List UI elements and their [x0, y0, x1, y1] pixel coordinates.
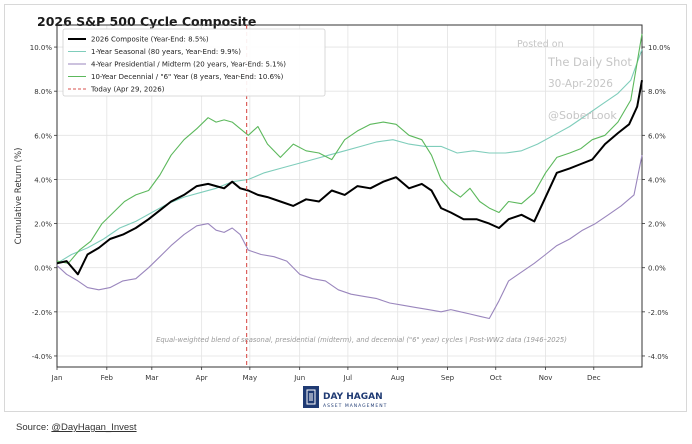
- y-tick-label: 4.0%: [34, 176, 52, 184]
- plot-area: [56, 24, 643, 368]
- x-tick-label: Apr: [196, 374, 208, 382]
- x-tick-label: Jan: [51, 374, 63, 382]
- chart-annotation: Equal-weighted blend of seasonal, presid…: [156, 336, 567, 344]
- legend-label: 10-Year Decennial / "6" Year (8 years, Y…: [91, 73, 284, 81]
- x-tick-label: Aug: [391, 374, 405, 382]
- legend-label: Today (Apr 29, 2026): [90, 86, 165, 94]
- logo-brand: DAY HAGAN: [323, 392, 383, 402]
- y-tick-label-right: -4.0%: [648, 353, 669, 361]
- x-tick-label: Nov: [539, 374, 553, 382]
- watermark-line-1: Posted on: [517, 39, 564, 50]
- legend: 2026 Composite (Year-End: 8.5%) 1-Year Se…: [62, 28, 326, 97]
- y-tick-label: -2.0%: [32, 309, 53, 317]
- watermark-line-3: 30-Apr-2026: [548, 78, 613, 90]
- y-axis-right: -4.0% -2.0% 0.0% 2.0% 4.0% 6.0% 8.0% 10.0%: [642, 44, 671, 361]
- series-line-4: [56, 33, 643, 264]
- legend-label: 2026 Composite (Year-End: 8.5%): [91, 36, 209, 44]
- legend-box: [62, 28, 326, 97]
- y-tick-label: 2.0%: [34, 221, 52, 229]
- x-tick-label: Dec: [587, 374, 601, 382]
- y-tick-label: -4.0%: [32, 353, 53, 361]
- source-line: Source: @DayHagan_Invest: [16, 422, 137, 433]
- x-tick-label: Oct: [490, 374, 502, 382]
- x-tick-label: Feb: [101, 374, 114, 382]
- source-link[interactable]: @DayHagan_Invest: [51, 422, 137, 433]
- watermark-line-2: The Daily Shot: [547, 55, 632, 69]
- logo-mark-detail: [306, 389, 316, 405]
- chart-frame: 2026 S&P 500 Cycle Composite Equal-weigh…: [4, 4, 687, 412]
- legend-label: 4-Year Presidential / Midterm (20 years,…: [91, 61, 286, 69]
- y-tick-label: 6.0%: [34, 132, 52, 140]
- y-axis-left: -4.0% -2.0% 0.0% 2.0% 4.0% 6.0% 8.0% 10.0%: [30, 44, 57, 361]
- y-tick-label: 8.0%: [34, 88, 52, 96]
- watermark-line-4: @SoberLook: [548, 109, 617, 122]
- x-tick-label: May: [243, 374, 257, 382]
- chart-svg: Equal-weighted blend of seasonal, presid…: [14, 24, 671, 409]
- series-line-2: [56, 49, 643, 264]
- y-tick-label: 0.0%: [34, 265, 52, 273]
- series-layer: [56, 33, 643, 320]
- x-tick-label: Jul: [343, 374, 353, 382]
- y-axis-label: Cumulative Return (%): [14, 148, 24, 245]
- x-tick-label: Mar: [145, 374, 158, 382]
- source-prefix: Source:: [16, 422, 52, 433]
- legend-label: 1-Year Seasonal (80 years, Year-End: 9.9…: [91, 48, 241, 56]
- series-line-1: [56, 80, 643, 276]
- y-tick-label-right: -2.0%: [648, 309, 669, 317]
- annotation-layer: Equal-weighted blend of seasonal, presid…: [156, 336, 567, 344]
- y-tick-label-right: 2.0%: [648, 221, 666, 229]
- logo-mark: [303, 386, 319, 408]
- y-tick-label: 10.0%: [30, 44, 53, 52]
- y-tick-label-right: 0.0%: [648, 265, 666, 273]
- logo-sub: ASSET MANAGEMENT: [323, 403, 387, 409]
- series-line-3: [56, 155, 643, 320]
- y-tick-label-right: 10.0%: [648, 44, 671, 52]
- y-tick-label-right: 8.0%: [648, 88, 666, 96]
- x-axis: Jan Feb Mar Apr May Jun Jul Aug Sep Oct Nov Dec: [51, 367, 601, 382]
- x-tick-label: Jun: [293, 374, 305, 382]
- y-tick-label-right: 4.0%: [648, 176, 666, 184]
- x-tick-label: Sep: [441, 374, 455, 382]
- watermark: Posted on The Daily Shot 30-Apr-2026 @Sober…: [517, 39, 632, 122]
- y-tick-label-right: 6.0%: [648, 132, 666, 140]
